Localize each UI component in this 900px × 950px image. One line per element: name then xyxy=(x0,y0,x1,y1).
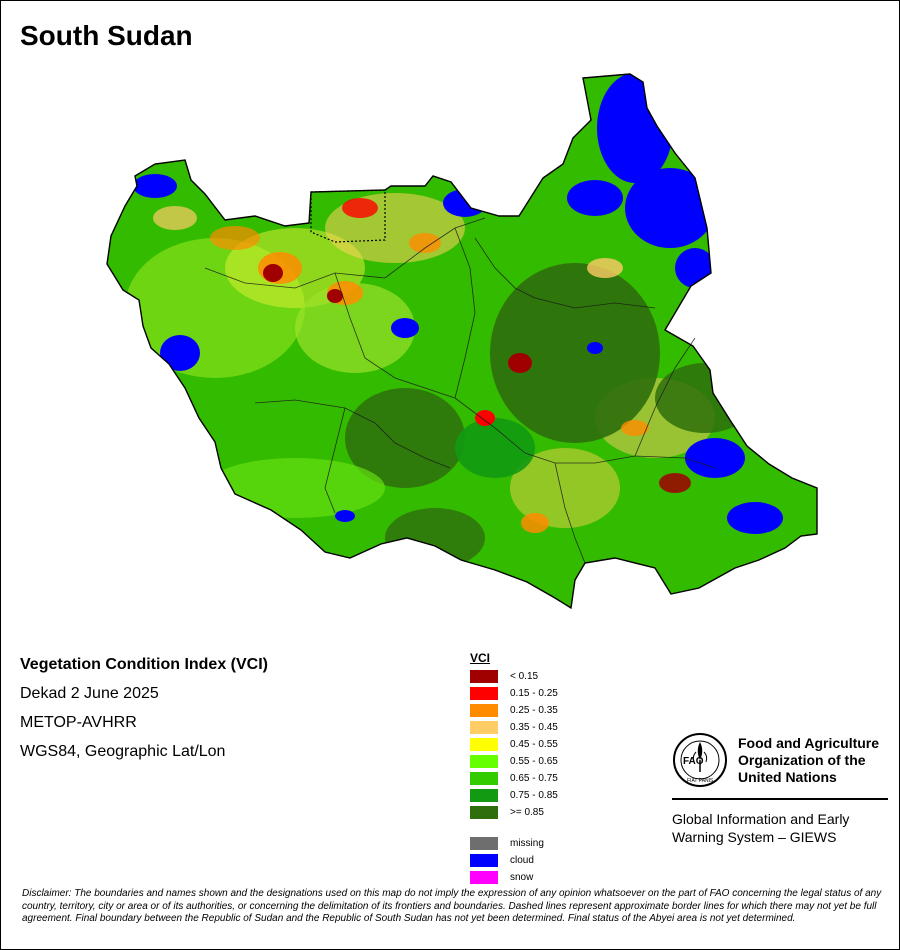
fao-logo-letters: FAO xyxy=(683,756,704,767)
giews-line2: Warning System – GIEWS xyxy=(672,829,837,845)
legend-other-row: missing xyxy=(470,835,558,852)
projection-label: WGS84, Geographic Lat/Lon xyxy=(20,743,226,760)
legend-class-swatch xyxy=(470,806,498,819)
org-name-line3: United Nations xyxy=(738,768,837,785)
map-info-block: Vegetation Condition Index (VCI) Dekad 2… xyxy=(20,656,268,772)
legend-class-label: < 0.15 xyxy=(510,671,539,682)
legend-class-row: < 0.15 xyxy=(470,668,558,685)
legend-class-swatch xyxy=(470,704,498,717)
legend-class-label: 0.15 - 0.25 xyxy=(510,688,558,699)
legend-class-swatch xyxy=(470,755,498,768)
legend-other: missing cloud snow xyxy=(470,835,558,886)
disclaimer-text: Disclaimer: The boundaries and names sho… xyxy=(22,888,882,924)
legend-other-swatch xyxy=(470,854,498,867)
fao-branding: FAO FIAT PANIS Food and Agriculture Orga… xyxy=(672,732,888,846)
index-title: Vegetation Condition Index (VCI) xyxy=(20,656,268,673)
branding-divider xyxy=(672,798,888,800)
legend-other-row: snow xyxy=(470,869,558,886)
vci-map xyxy=(95,68,835,613)
legend-class-label: 0.65 - 0.75 xyxy=(510,773,558,784)
legend-class-label: 0.45 - 0.55 xyxy=(510,739,558,750)
legend-class-swatch xyxy=(470,670,498,683)
legend-class-row: 0.25 - 0.35 xyxy=(470,702,558,719)
legend-title: VCI xyxy=(470,651,491,665)
vci-legend: VCI < 0.15 0.15 - 0.25 0.25 - 0.35 0.35 - 0… xyxy=(470,651,558,886)
giews-name: Global Information and Early Warning Sys… xyxy=(672,810,888,846)
legend-class-label: 0.55 - 0.65 xyxy=(510,756,558,767)
legend-class-label: 0.35 - 0.45 xyxy=(510,722,558,733)
legend-class-row: 0.75 - 0.85 xyxy=(470,787,558,804)
org-name-line2: Organization of the xyxy=(738,751,866,768)
period-label: Dekad 2 June 2025 xyxy=(20,685,159,702)
map-title: South Sudan xyxy=(20,20,193,51)
giews-line1: Global Information and Early xyxy=(672,811,850,827)
legend-class-row: 0.15 - 0.25 xyxy=(470,685,558,702)
org-name-line1: Food and Agriculture xyxy=(738,734,880,751)
legend-class-swatch xyxy=(470,772,498,785)
legend-class-label: >= 0.85 xyxy=(510,807,544,818)
legend-class-row: >= 0.85 xyxy=(470,804,558,821)
legend-classes: < 0.15 0.15 - 0.25 0.25 - 0.35 0.35 - 0.45 0… xyxy=(470,668,558,821)
sensor-label: METOP-AVHRR xyxy=(20,714,137,731)
legend-class-label: 0.75 - 0.85 xyxy=(510,790,558,801)
legend-other-row: cloud xyxy=(470,852,558,869)
legend-other-swatch xyxy=(470,871,498,884)
legend-class-row: 0.35 - 0.45 xyxy=(470,719,558,736)
legend-class-row: 0.55 - 0.65 xyxy=(470,753,558,770)
legend-other-swatch xyxy=(470,837,498,850)
organization-name: Food and Agriculture Organization of the… xyxy=(738,735,879,786)
fao-logo-motto: FIAT PANIS xyxy=(687,778,714,784)
legend-other-label: snow xyxy=(510,872,534,883)
legend-class-swatch xyxy=(470,789,498,802)
legend-class-swatch xyxy=(470,687,498,700)
legend-other-label: cloud xyxy=(510,855,534,866)
fao-logo-icon: FAO FIAT PANIS xyxy=(673,733,727,787)
legend-class-swatch xyxy=(470,738,498,751)
legend-class-row: 0.45 - 0.55 xyxy=(470,736,558,753)
legend-class-swatch xyxy=(470,721,498,734)
legend-other-label: missing xyxy=(510,838,544,849)
legend-class-row: 0.65 - 0.75 xyxy=(470,770,558,787)
legend-class-label: 0.25 - 0.35 xyxy=(510,705,558,716)
